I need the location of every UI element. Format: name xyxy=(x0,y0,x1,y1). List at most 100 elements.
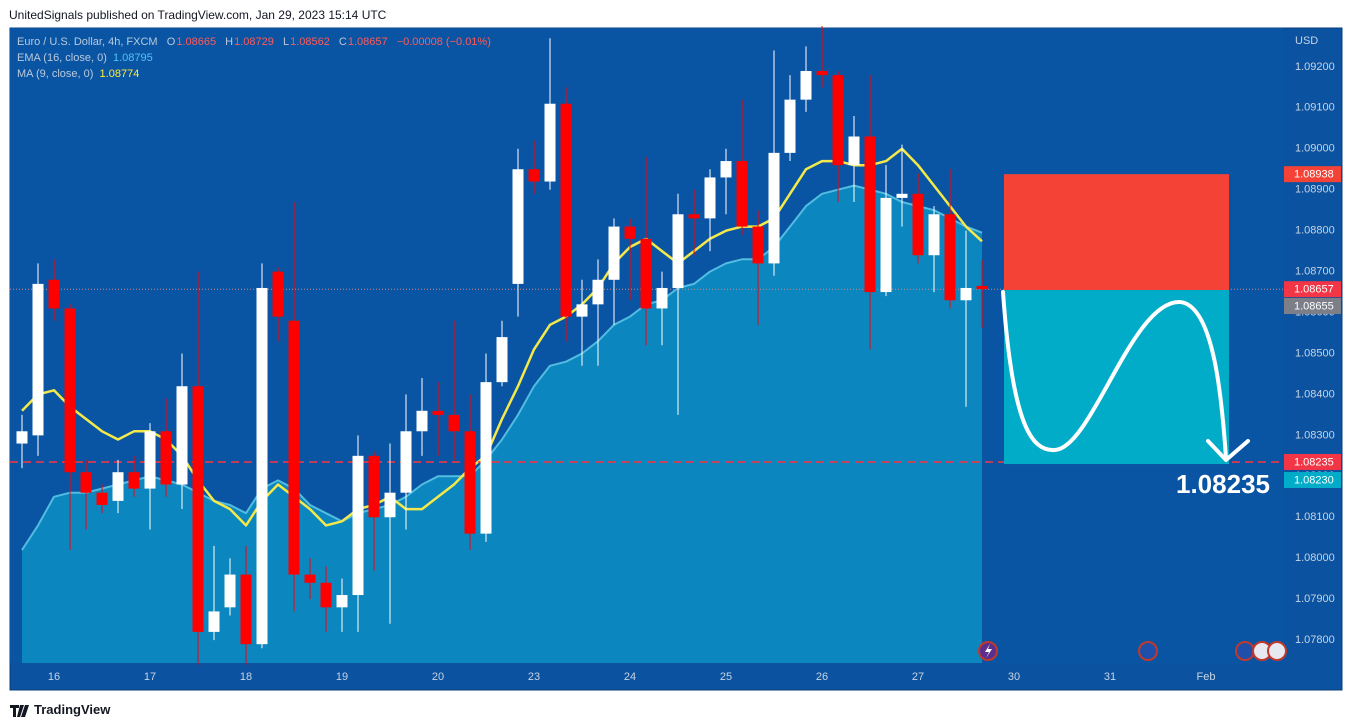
candle-body xyxy=(400,431,412,493)
candle-body xyxy=(896,193,908,198)
candle-body xyxy=(928,214,940,256)
candle-body xyxy=(48,279,60,309)
x-tick-label: 23 xyxy=(528,671,540,683)
candle-body xyxy=(384,492,396,518)
x-tick-label: 26 xyxy=(816,671,828,683)
target-big-label: 1.08235 xyxy=(1176,469,1270,499)
legend-series-row: MA (9, close, 0) 1.08774 xyxy=(17,66,497,82)
legend-series-name: EMA (16, close, 0) xyxy=(17,52,107,64)
candle-body xyxy=(144,431,156,489)
change: −0.00008 (−0.01%) xyxy=(396,36,491,48)
candle-body xyxy=(816,70,828,76)
legend-series-row: EMA (16, close, 0) 1.08795 xyxy=(17,50,497,66)
candle-body xyxy=(960,287,972,301)
candle-body xyxy=(752,226,764,264)
price-tag xyxy=(1284,281,1341,298)
price-tag-label: 1.08230 xyxy=(1294,474,1334,486)
legend-series-value: 1.08774 xyxy=(99,68,140,80)
candle-body xyxy=(336,595,348,608)
x-tick-label: 30 xyxy=(1008,671,1020,683)
candle-body xyxy=(128,472,140,489)
ohlc-label: H xyxy=(225,36,234,48)
candle-body xyxy=(832,75,844,166)
candle-body xyxy=(208,611,220,632)
candle-body xyxy=(880,197,892,293)
candle-body xyxy=(912,193,924,256)
event-icon[interactable] xyxy=(1235,641,1255,661)
candle-body xyxy=(800,70,812,100)
candle-body xyxy=(416,410,428,432)
y-tick-label: 1.08900 xyxy=(1295,184,1335,196)
candle-body xyxy=(160,431,172,485)
candle-body xyxy=(112,472,124,501)
candle-body xyxy=(624,226,636,239)
candle-body xyxy=(656,287,668,309)
candle-body xyxy=(704,177,716,219)
y-tick-label: 1.09200 xyxy=(1295,61,1335,73)
candle-body xyxy=(96,492,108,505)
x-tick-label: 19 xyxy=(336,671,348,683)
candle-body xyxy=(176,386,188,485)
candle-body xyxy=(864,136,876,293)
ohlc-value: 1.08657 xyxy=(347,36,388,48)
candle-body xyxy=(448,414,460,432)
legend-symbol-row: Euro / U.S. Dollar, 4h, FXCM O1.08665 H 1… xyxy=(17,34,497,50)
candle-body xyxy=(784,99,796,153)
ohlc-value: 1.08665 xyxy=(176,36,217,48)
y-tick-label: 1.08300 xyxy=(1295,429,1335,441)
ohlc-label: L xyxy=(282,36,290,48)
candle-body xyxy=(848,136,860,166)
candle-body xyxy=(272,271,284,317)
candle-body xyxy=(768,152,780,264)
candle-body xyxy=(944,214,956,301)
y-tick-label: 1.08400 xyxy=(1295,388,1335,400)
y-tick-label: 1.07800 xyxy=(1295,634,1335,646)
candle-body xyxy=(320,582,332,608)
event-icon[interactable] xyxy=(1267,641,1287,661)
candle-body xyxy=(80,472,92,493)
candle-body xyxy=(528,169,540,182)
price-tag-label: 1.08938 xyxy=(1294,169,1334,181)
candle-body xyxy=(736,161,748,227)
price-tag xyxy=(1284,472,1341,489)
ohlc-label: C xyxy=(338,36,347,48)
x-tick-label: 27 xyxy=(912,671,924,683)
candle-body xyxy=(432,410,444,415)
candle-body xyxy=(576,304,588,317)
x-tick-label: 18 xyxy=(240,671,252,683)
brand-name: TradingView xyxy=(34,702,111,717)
legend: Euro / U.S. Dollar, 4h, FXCM O1.08665 H 1… xyxy=(17,34,497,82)
candle-body xyxy=(352,455,364,596)
candle-body xyxy=(496,337,508,383)
candle-body xyxy=(608,226,620,280)
event-icon[interactable] xyxy=(1138,641,1158,661)
candle-body xyxy=(256,287,268,645)
projection-arrowhead xyxy=(1206,439,1250,462)
x-tick-label: 31 xyxy=(1104,671,1116,683)
price-tag-label: 1.08657 xyxy=(1294,284,1334,296)
target-zone xyxy=(1004,290,1229,465)
ohlc-value: 1.08562 xyxy=(290,36,330,48)
candle-body xyxy=(688,214,700,219)
price-tag-label: 1.08235 xyxy=(1294,456,1334,468)
candle-body xyxy=(480,382,492,534)
candle-body xyxy=(32,283,44,436)
y-tick-label: 1.08500 xyxy=(1295,347,1335,359)
symbol: Euro / U.S. Dollar, 4h, FXCM xyxy=(17,36,158,48)
candle-body xyxy=(640,238,652,309)
publish-note: UnitedSignals published on TradingView.c… xyxy=(9,8,387,22)
y-tick-label: 1.08000 xyxy=(1295,552,1335,564)
candle-body xyxy=(544,103,556,182)
y-tick-label: 1.09000 xyxy=(1295,143,1335,155)
candles-layer xyxy=(16,25,988,665)
price-tag-label: 1.08655 xyxy=(1294,300,1334,312)
y-tick-label: 1.08100 xyxy=(1295,511,1335,523)
candle-body xyxy=(16,431,28,444)
x-tick-label: 16 xyxy=(48,671,60,683)
ohlc-label: O xyxy=(166,36,176,48)
legend-series-value: 1.08795 xyxy=(113,52,153,64)
y-tick-label: 1.07900 xyxy=(1295,593,1335,605)
x-tick-label: 25 xyxy=(720,671,732,683)
